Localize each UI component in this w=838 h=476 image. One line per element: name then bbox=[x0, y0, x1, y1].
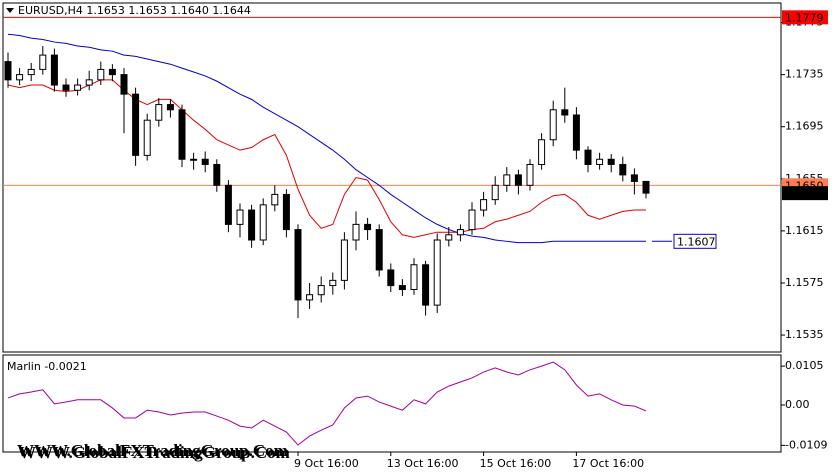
candle-body bbox=[97, 68, 105, 81]
candle-body bbox=[39, 54, 47, 70]
candle-body bbox=[398, 285, 406, 290]
candle-body bbox=[213, 163, 221, 186]
candle-body bbox=[526, 163, 534, 186]
candle-body bbox=[445, 234, 453, 241]
candle-body bbox=[120, 74, 128, 95]
ma-label-box bbox=[673, 233, 717, 249]
ma-label: 1.1607 bbox=[677, 235, 716, 248]
candle-body bbox=[538, 139, 546, 165]
candle-body bbox=[306, 294, 314, 301]
indicator-panel bbox=[2, 354, 782, 453]
y-tick-label: 1.1575 bbox=[785, 276, 824, 289]
x-tick-label: 17 Oct 16:00 bbox=[572, 457, 644, 470]
watermark-shadow: WWW.GlobalFXTradingGroup.Com bbox=[19, 443, 290, 462]
y-tick-label: -0.0109 bbox=[785, 438, 827, 451]
candle-body bbox=[166, 104, 174, 111]
candle-body bbox=[248, 209, 256, 241]
y-tick-label: 1.1615 bbox=[785, 224, 824, 237]
candle-body bbox=[62, 84, 70, 91]
y-tick-label: 1.1695 bbox=[785, 120, 824, 133]
candle-body bbox=[456, 229, 464, 236]
candle-body bbox=[201, 158, 209, 165]
chart-title: EURUSD,H4 1.1653 1.1653 1.1640 1.1644 bbox=[18, 4, 251, 17]
candle-body bbox=[410, 264, 418, 290]
candle-body bbox=[108, 68, 116, 76]
candle-body bbox=[27, 68, 35, 76]
candle-body bbox=[16, 74, 24, 81]
candle-body bbox=[143, 119, 151, 156]
candle-body bbox=[561, 109, 569, 116]
level-label: 1.1779 bbox=[785, 11, 824, 24]
indicator-title: Marlin -0.0021 bbox=[7, 360, 87, 373]
candle-body bbox=[74, 84, 82, 91]
candle-body bbox=[480, 199, 488, 211]
candle-body bbox=[584, 149, 592, 165]
candle-body bbox=[433, 239, 441, 306]
candle-body bbox=[514, 174, 522, 186]
candle-body bbox=[85, 79, 93, 86]
bid-label: 1.1644 bbox=[785, 187, 824, 200]
candle-body bbox=[236, 209, 244, 225]
y-tick-label: 0.0105 bbox=[785, 359, 824, 372]
candle-body bbox=[607, 158, 615, 165]
candle-body bbox=[364, 223, 372, 231]
candle-body bbox=[572, 114, 580, 151]
y-tick-label: 1.1535 bbox=[785, 328, 824, 341]
candle-body bbox=[549, 109, 557, 141]
ma-line bbox=[7, 79, 646, 238]
indicator-line bbox=[7, 361, 647, 446]
candle-body bbox=[340, 239, 348, 281]
candle-body bbox=[224, 184, 232, 225]
x-tick-label: 15 Oct 16:00 bbox=[480, 457, 552, 470]
candle-body bbox=[271, 193, 279, 206]
candle-body bbox=[132, 93, 140, 156]
candle-body bbox=[317, 285, 325, 296]
candle-body bbox=[155, 104, 163, 121]
x-tick-label: 9 Oct 16:00 bbox=[294, 457, 359, 470]
candle-body bbox=[329, 279, 337, 287]
candle-body bbox=[387, 269, 395, 287]
x-tick-label: 13 Oct 16:00 bbox=[387, 457, 459, 470]
candle-body bbox=[4, 61, 12, 81]
y-tick-label: 1.1735 bbox=[785, 68, 824, 81]
candle-body bbox=[190, 158, 198, 161]
candle-body bbox=[352, 223, 360, 241]
title-arrow bbox=[6, 8, 14, 13]
watermark: WWW.GlobalFXTradingGroup.Com bbox=[17, 441, 288, 460]
candle-body bbox=[503, 174, 511, 186]
y-tick-label: 0.00 bbox=[785, 398, 810, 411]
candle-body bbox=[642, 180, 650, 194]
level-label-box bbox=[782, 10, 828, 25]
candle-body bbox=[375, 229, 383, 271]
candle-body bbox=[50, 54, 58, 86]
candle-body bbox=[630, 174, 638, 182]
candle-body bbox=[282, 193, 290, 231]
candle-body bbox=[259, 204, 267, 241]
candle-body bbox=[294, 229, 302, 301]
ma-line bbox=[7, 33, 646, 244]
candle-body bbox=[596, 158, 604, 165]
candle-body bbox=[468, 209, 476, 231]
bid-label-box bbox=[782, 186, 828, 201]
candle-body bbox=[178, 109, 186, 160]
candle-body bbox=[491, 184, 499, 201]
candle-body bbox=[619, 163, 627, 176]
candle-body bbox=[422, 264, 430, 306]
price-panel bbox=[2, 2, 782, 353]
